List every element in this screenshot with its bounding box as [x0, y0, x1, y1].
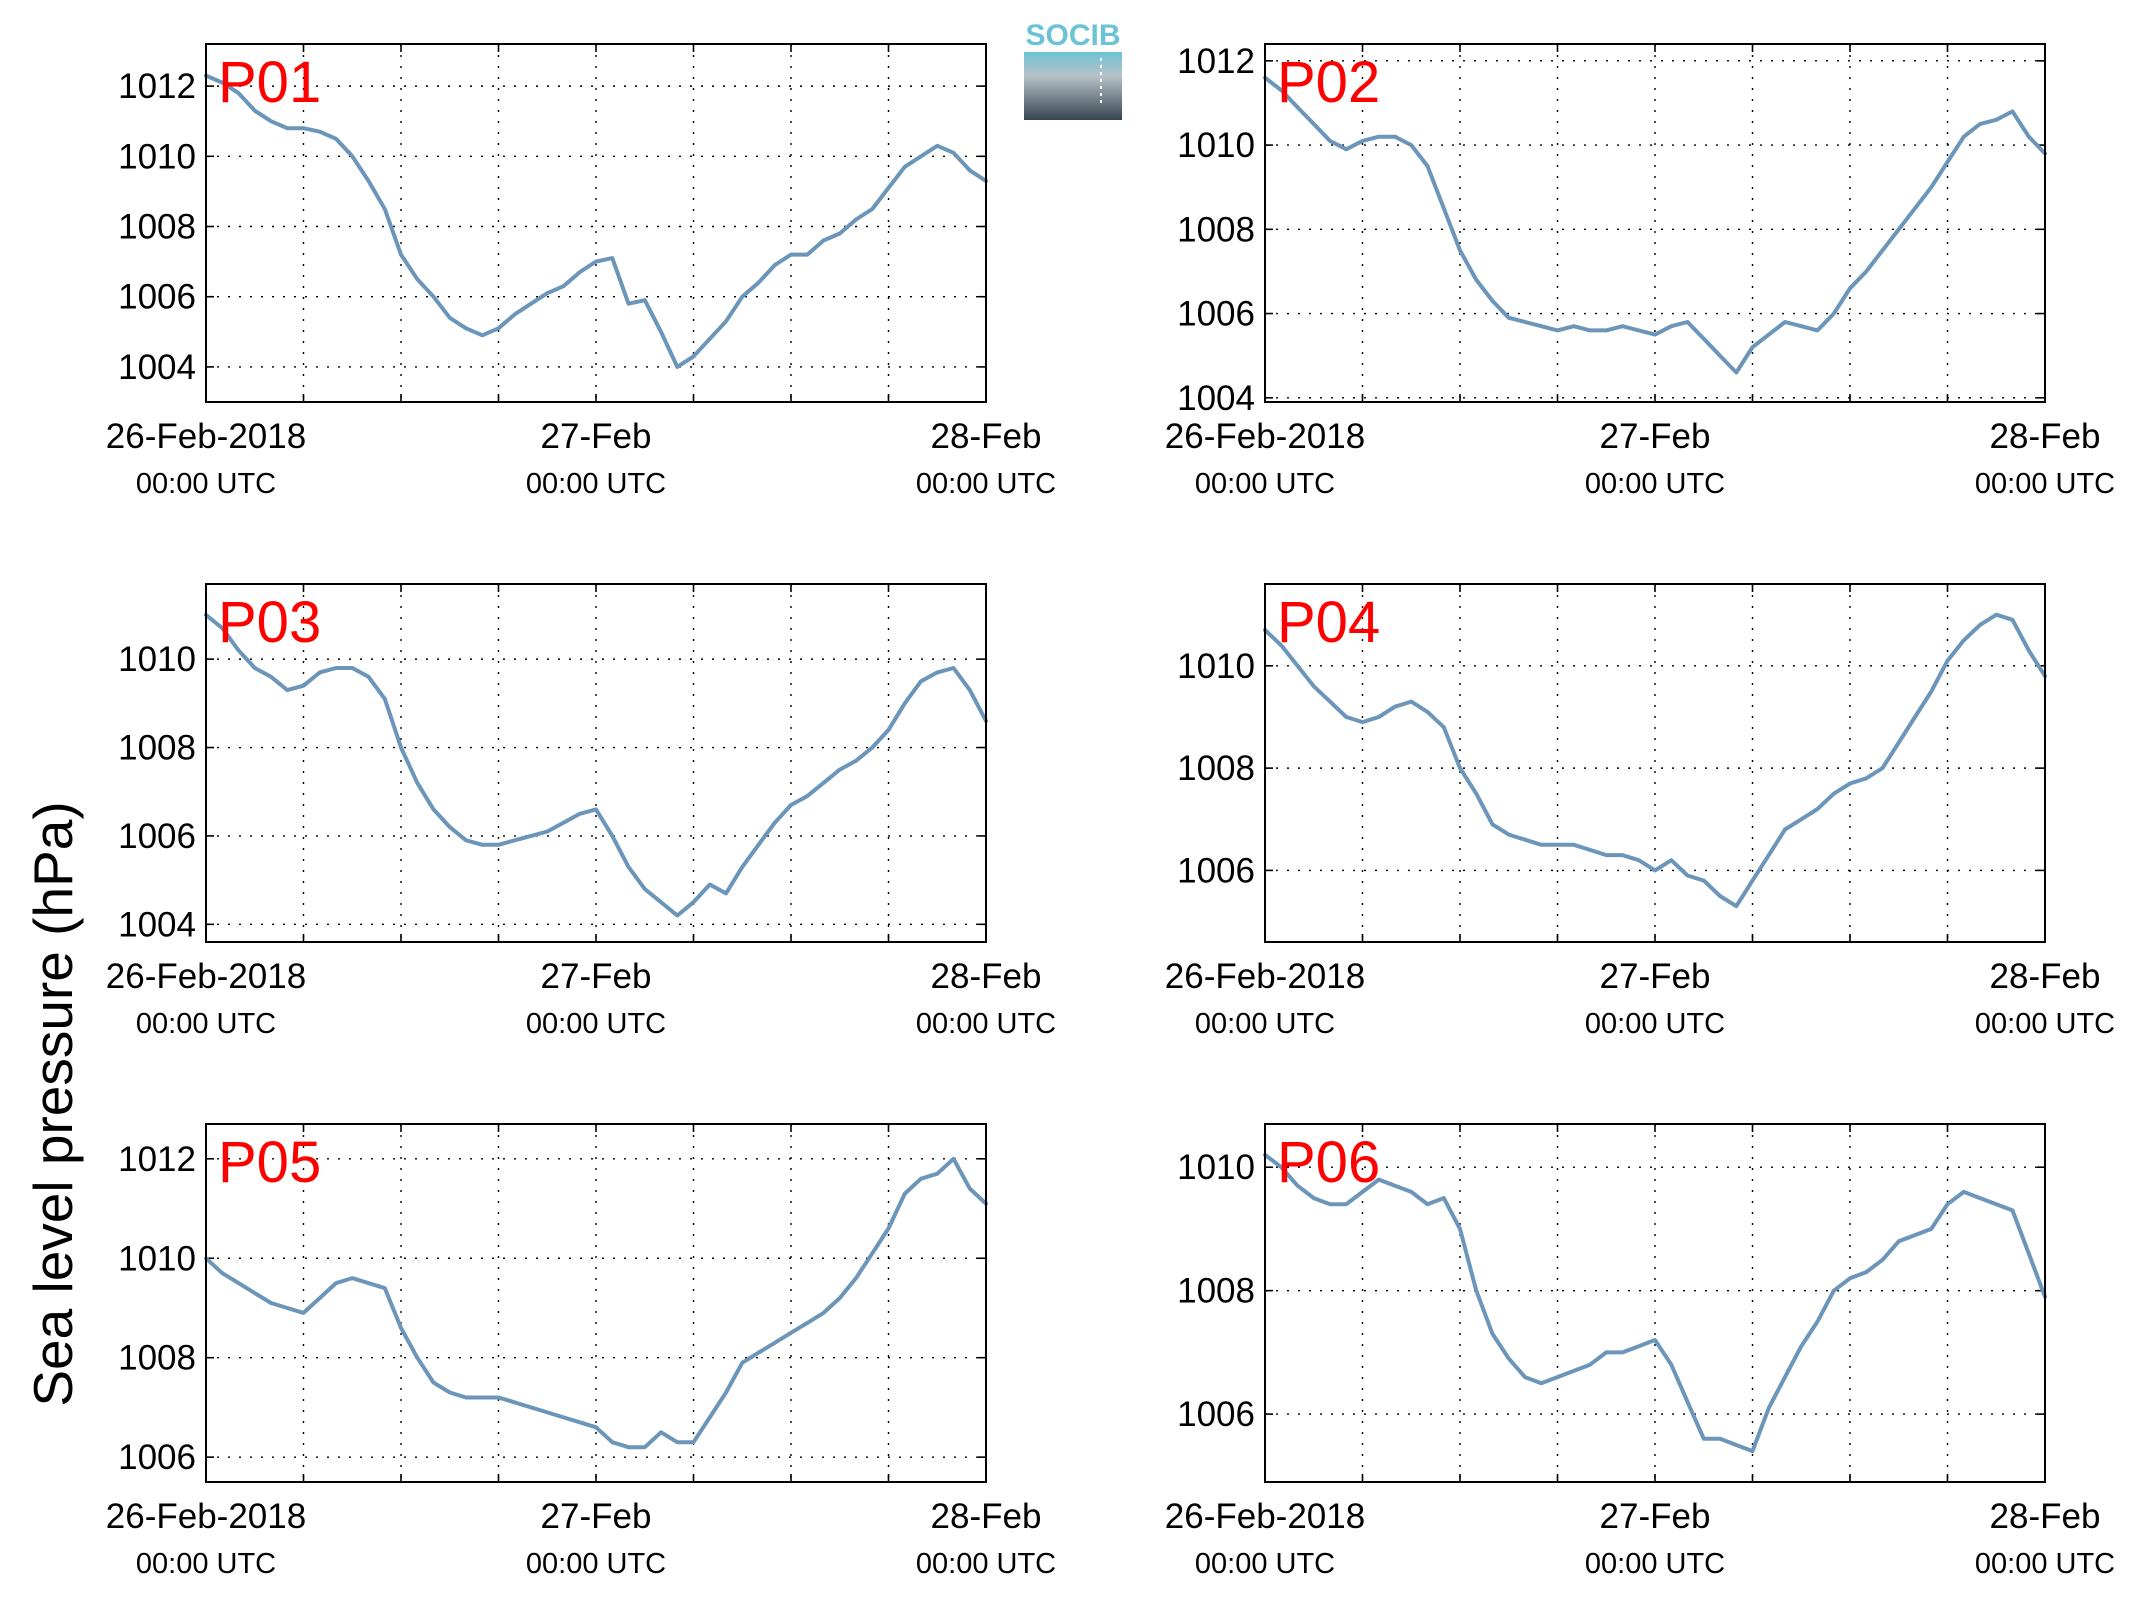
x-tick-label: 27-Feb [1600, 417, 1711, 456]
x-tick-sublabel: 00:00 UTC [916, 1008, 1056, 1040]
y-tick-label: 1008 [1177, 749, 1255, 788]
x-tick-sublabel: 00:00 UTC [1975, 1548, 2115, 1580]
y-tick-label: 1008 [1177, 210, 1255, 249]
x-tick-sublabel: 00:00 UTC [136, 1548, 276, 1580]
x-tick-label: 26-Feb-2018 [1165, 1497, 1365, 1536]
x-tick-label: 26-Feb-2018 [1165, 417, 1365, 456]
series-line-p06 [1263, 1152, 2047, 1454]
y-tick-label: 1012 [118, 1140, 196, 1179]
panel-label: P04 [1277, 590, 1380, 655]
series-line-p04 [1263, 612, 2047, 909]
x-tick-label: 28-Feb [1990, 417, 2101, 456]
axes-frame [1264, 1123, 2046, 1483]
x-tick-label: 28-Feb [931, 417, 1042, 456]
x-tick-sublabel: 00:00 UTC [1975, 1008, 2115, 1040]
panel-p06: 1006 1008 1010 26-Feb-2018 00:00 UTC 27-Feb 00… [1165, 1123, 2115, 1580]
panel-p04: 1006 1008 1010 26-Feb-2018 00:00 UTC 27-Feb 00… [1165, 583, 2115, 1040]
y-tick-label: 1010 [1177, 126, 1255, 165]
series-line-p03 [204, 612, 988, 918]
logo-text: SOCIB [1025, 19, 1120, 52]
socib-logo: SOCIB [1024, 19, 1122, 120]
x-tick-sublabel: 00:00 UTC [1195, 1008, 1335, 1040]
x-tick-label: 28-Feb [1990, 1497, 2101, 1536]
y-tick-label: 1010 [118, 1239, 196, 1278]
x-tick-label: 27-Feb [1600, 957, 1711, 996]
x-tick-sublabel: 00:00 UTC [1195, 468, 1335, 500]
x-tick-sublabel: 00:00 UTC [1585, 468, 1725, 500]
y-tick-label: 1004 [1177, 379, 1255, 418]
x-tick-sublabel: 00:00 UTC [526, 1548, 666, 1580]
series-line-p01 [204, 73, 988, 369]
series-line-p02 [1263, 75, 2047, 375]
panel-label: P05 [218, 1130, 321, 1195]
plot-area [206, 44, 986, 402]
x-tick-label: 26-Feb-2018 [106, 417, 306, 456]
series-line-p05 [204, 1156, 988, 1450]
y-tick-label: 1010 [118, 137, 196, 176]
y-tick-label: 1006 [1177, 1395, 1255, 1434]
x-tick-label: 28-Feb [931, 957, 1042, 996]
plot-area [206, 584, 986, 942]
x-tick-sublabel: 00:00 UTC [1585, 1548, 1725, 1580]
x-tick-sublabel: 00:00 UTC [916, 1548, 1056, 1580]
y-tick-label: 1006 [118, 278, 196, 317]
x-tick-sublabel: 00:00 UTC [1975, 468, 2115, 500]
y-tick-label: 1010 [1177, 1148, 1255, 1187]
x-tick-label: 27-Feb [1600, 1497, 1711, 1536]
plot-area [1265, 1124, 2045, 1482]
x-tick-sublabel: 00:00 UTC [1195, 1548, 1335, 1580]
x-tick-label: 27-Feb [541, 957, 652, 996]
y-tick-label: 1004 [118, 348, 196, 387]
y-tick-label: 1010 [118, 640, 196, 679]
x-tick-sublabel: 00:00 UTC [136, 468, 276, 500]
panel-p01: 1004 1006 1008 1010 1012 26-Feb-2018 00:00 UTC… [106, 43, 1056, 500]
y-tick-label: 1006 [1177, 851, 1255, 890]
panel-label: P02 [1277, 50, 1380, 115]
x-tick-label: 26-Feb-2018 [106, 1497, 306, 1536]
panel-p05: 1006 1008 1010 1012 26-Feb-2018 00:00 UTC 27-F… [106, 1123, 1056, 1580]
axes-frame [1264, 583, 2046, 943]
y-axis-label: Sea level pressure (hPa) [22, 801, 84, 1406]
axes-frame [1264, 43, 2046, 403]
x-tick-label: 27-Feb [541, 1497, 652, 1536]
y-tick-label: 1012 [118, 67, 196, 106]
panel-p03: 1004 1006 1008 1010 26-Feb-2018 00:00 UTC 27-F… [106, 583, 1056, 1040]
x-tick-sublabel: 00:00 UTC [136, 1008, 276, 1040]
y-tick-label: 1010 [1177, 647, 1255, 686]
logo-graphic [1024, 52, 1122, 120]
panel-p02: 1004 1006 1008 1010 1012 26-Feb-2018 00:00 UTC… [1165, 42, 2115, 500]
x-tick-sublabel: 00:00 UTC [526, 468, 666, 500]
panel-label: P01 [218, 50, 321, 115]
y-tick-label: 1008 [118, 208, 196, 247]
plot-area [1265, 44, 2045, 402]
y-tick-label: 1006 [118, 1438, 196, 1477]
x-tick-label: 26-Feb-2018 [1165, 957, 1365, 996]
panel-label: P06 [1277, 1130, 1380, 1195]
x-tick-sublabel: 00:00 UTC [526, 1008, 666, 1040]
x-tick-label: 28-Feb [931, 1497, 1042, 1536]
y-tick-label: 1008 [118, 729, 196, 768]
y-tick-label: 1012 [1177, 42, 1255, 81]
x-tick-sublabel: 00:00 UTC [916, 468, 1056, 500]
x-tick-sublabel: 00:00 UTC [1585, 1008, 1725, 1040]
axes-frame [205, 43, 987, 403]
plot-area [1265, 584, 2045, 942]
y-tick-label: 1006 [1177, 295, 1255, 334]
x-tick-label: 26-Feb-2018 [106, 957, 306, 996]
y-tick-label: 1004 [118, 905, 196, 944]
x-tick-label: 28-Feb [1990, 957, 2101, 996]
panel-label: P03 [218, 590, 321, 655]
y-tick-label: 1008 [1177, 1272, 1255, 1311]
y-tick-label: 1006 [118, 817, 196, 856]
panels-group: 1004 1006 1008 1010 1012 26-Feb-2018 00:00 UTC… [106, 42, 2115, 1580]
x-tick-label: 27-Feb [541, 417, 652, 456]
y-tick-label: 1008 [118, 1339, 196, 1378]
axes-frame [205, 1123, 987, 1483]
axes-frame [205, 583, 987, 943]
